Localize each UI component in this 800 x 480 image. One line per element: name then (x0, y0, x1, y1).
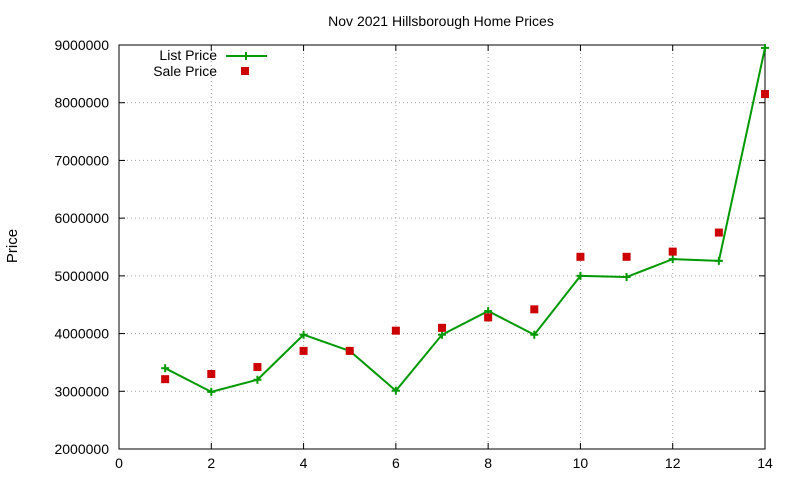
data-point-list-price (161, 364, 170, 373)
data-point-sale-price (391, 326, 400, 335)
x-tick-label: 8 (484, 455, 492, 471)
data-point-sale-price (576, 252, 585, 261)
data-point-list-price (530, 330, 539, 339)
data-point-list-price (576, 271, 585, 280)
plot-border (118, 44, 766, 450)
data-point-list-price (438, 330, 446, 339)
series-layer (161, 43, 769, 396)
y-tick-label: 5000000 (54, 268, 109, 284)
legend-swatch-list-price-marker (242, 52, 250, 60)
y-tick-label: 2000000 (54, 441, 109, 457)
x-tick-label: 2 (207, 455, 215, 471)
data-point-list-price (207, 387, 216, 396)
series-line-list-price (164, 47, 766, 393)
data-point-list-price (253, 375, 262, 384)
legend: List Price Sale Price (153, 47, 267, 79)
data-point-sale-price (161, 375, 170, 384)
data-point-sale-price (484, 313, 493, 322)
y-tick-label: 9000000 (54, 37, 109, 53)
axis-ticks: 0 2 4 6 8 10 12 14 2000000 3000000 4000000 5000000 6… (54, 37, 773, 471)
data-point-list-price (622, 273, 631, 282)
data-point-sale-price (299, 346, 308, 355)
data-point-list-price (714, 256, 723, 265)
data-point-list-price (761, 43, 769, 52)
data-point-sale-price (714, 228, 723, 237)
data-point-sale-price (345, 346, 354, 355)
chart-title: Nov 2021 Hillsborough Home Prices (328, 13, 554, 29)
data-point-list-price (668, 255, 677, 264)
data-point-sale-price (622, 252, 631, 261)
data-point-sale-price (530, 305, 539, 314)
legend-label-sale-price: Sale Price (153, 63, 217, 79)
legend-swatches (226, 52, 267, 75)
data-point-list-price (391, 386, 400, 395)
x-tick-label: 6 (392, 455, 400, 471)
y-tick-label: 4000000 (54, 326, 109, 342)
y-tick-label: 8000000 (54, 95, 109, 111)
grid-lines (119, 45, 765, 449)
data-point-list-price (299, 330, 308, 339)
legend-label-list-price: List Price (159, 47, 217, 63)
x-tick-label: 0 (115, 455, 123, 471)
x-tick-label: 12 (665, 455, 681, 471)
data-point-sale-price (207, 369, 216, 378)
y-tick-label: 3000000 (54, 383, 109, 399)
data-point-sale-price (761, 90, 769, 99)
x-tick-label: 4 (300, 455, 308, 471)
data-point-sale-price (438, 323, 446, 332)
y-tick-label: 7000000 (54, 152, 109, 168)
y-tick-label: 6000000 (54, 210, 109, 226)
x-tick-label: 14 (757, 455, 773, 471)
y-axis-label: Price (4, 229, 21, 263)
legend-swatch-sale-price (241, 67, 249, 75)
data-point-sale-price (253, 363, 262, 372)
data-point-sale-price (668, 247, 677, 256)
x-tick-label: 10 (573, 455, 589, 471)
